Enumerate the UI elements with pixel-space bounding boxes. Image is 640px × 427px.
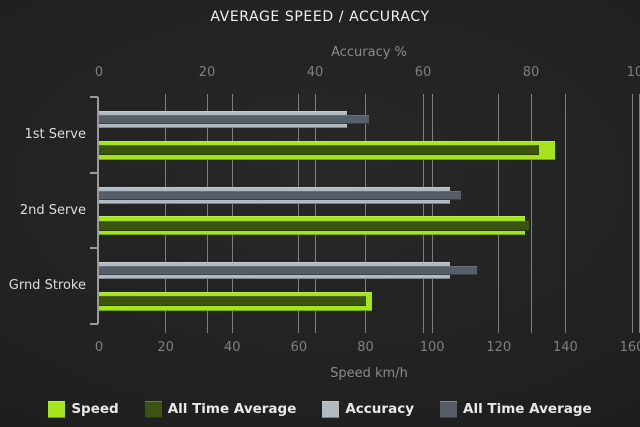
bar-accuracy-avg (99, 115, 369, 124)
top-axis-tick: 100 (626, 65, 640, 80)
speed-gridline (498, 94, 500, 333)
top-axis-tick: 20 (198, 65, 216, 80)
bottom-axis-tick: 160 (619, 340, 640, 355)
category-label: 1st Serve (24, 126, 86, 142)
top-axis-label: Accuracy % (331, 45, 407, 60)
bottom-axis-tick: 100 (419, 340, 445, 355)
category-label: 2nd Serve (19, 202, 86, 218)
bar-speed-avg (99, 220, 529, 231)
bar-accuracy-avg (99, 266, 477, 276)
accuracy-gridline (638, 94, 640, 333)
y-axis-line (97, 97, 99, 324)
legend-swatch (48, 400, 66, 418)
y-axis-tick (90, 171, 98, 174)
y-axis-tick (90, 323, 98, 325)
y-axis-tick (90, 96, 98, 98)
legend-label: Accuracy (345, 401, 414, 417)
legend: Speed All Time Average Accuracy All Time Av… (0, 399, 640, 419)
bottom-axis-tick: 140 (552, 340, 578, 355)
speed-gridline (298, 94, 300, 333)
bar-accuracy-avg (99, 190, 461, 200)
legend-item: Accuracy (322, 400, 414, 418)
top-axis-tick: 40 (306, 65, 324, 80)
legend-item: Speed (48, 400, 119, 418)
legend-swatch (322, 400, 340, 418)
bar-speed-avg (99, 145, 539, 155)
legend-label: All Time Average (167, 401, 297, 417)
legend-swatch (144, 400, 162, 418)
speed-gridline (564, 94, 566, 333)
y-axis-tick (90, 247, 98, 250)
accuracy-gridline (422, 94, 424, 333)
accuracy-gridline (314, 94, 316, 333)
category-label: Grnd Stroke (8, 278, 86, 294)
top-axis-tick: 60 (414, 65, 432, 80)
speed-gridline (165, 94, 167, 333)
legend-label: Speed (71, 401, 119, 417)
bottom-axis-tick: 40 (223, 340, 241, 355)
accuracy-gridline (530, 94, 532, 333)
accuracy-gridline (206, 94, 208, 333)
bottom-axis-tick: 20 (157, 340, 174, 355)
bottom-axis-tick: 80 (357, 340, 374, 355)
legend-item: All Time Average (144, 400, 297, 418)
speed-gridline (431, 94, 433, 333)
bottom-axis-tick: 120 (486, 340, 512, 355)
bottom-axis-tick: 60 (290, 340, 308, 355)
chart-title: AVERAGE SPEED / ACCURACY (210, 9, 430, 25)
top-axis-tick: 0 (94, 65, 104, 80)
bottom-axis-label: Speed km/h (330, 366, 408, 381)
legend-item: All Time Average (440, 400, 592, 418)
bar-speed-avg (99, 296, 366, 307)
legend-label: All Time Average (463, 401, 592, 417)
top-axis-tick: 80 (522, 65, 540, 80)
speed-gridline (631, 94, 633, 333)
legend-swatch (440, 400, 457, 418)
speed-gridline (365, 94, 366, 333)
speed-gridline (231, 94, 233, 333)
bottom-axis-tick: 0 (94, 340, 104, 355)
